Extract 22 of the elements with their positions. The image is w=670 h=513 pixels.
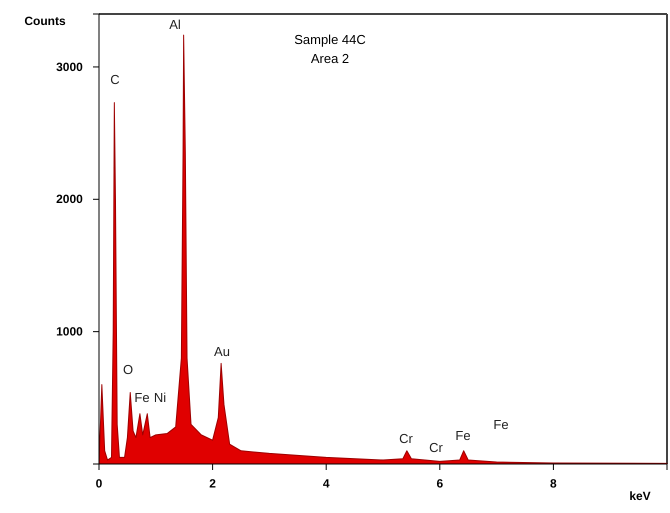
- text: Area 2: [310, 51, 350, 66]
- text: Sample 44C: [294, 32, 366, 47]
- x-tick-label: 8: [550, 476, 558, 490]
- y-tick-label: 1000: [56, 324, 84, 338]
- annotation: Fe: [134, 390, 150, 405]
- y-tick-label: 2000: [56, 192, 84, 206]
- annotation: Cr: [399, 431, 414, 446]
- x-tick-label: 0: [96, 476, 103, 490]
- y-axis-title: Counts: [24, 14, 66, 28]
- annotation: Fe: [455, 428, 471, 443]
- y-tick-label: 3000: [56, 60, 84, 74]
- annotation: Ni: [154, 390, 166, 405]
- annotation: Au: [214, 344, 230, 359]
- x-tick-label: 4: [322, 476, 330, 490]
- annotation: Cr: [429, 440, 444, 455]
- x-tick-label: 6: [436, 476, 444, 490]
- annotation: O: [122, 362, 134, 377]
- annotation: C: [110, 72, 120, 87]
- annotation: Fe: [493, 417, 509, 432]
- x-axis-title: keV: [629, 489, 651, 503]
- annotation: Al: [169, 17, 181, 32]
- x-tick-label: 2: [209, 476, 216, 490]
